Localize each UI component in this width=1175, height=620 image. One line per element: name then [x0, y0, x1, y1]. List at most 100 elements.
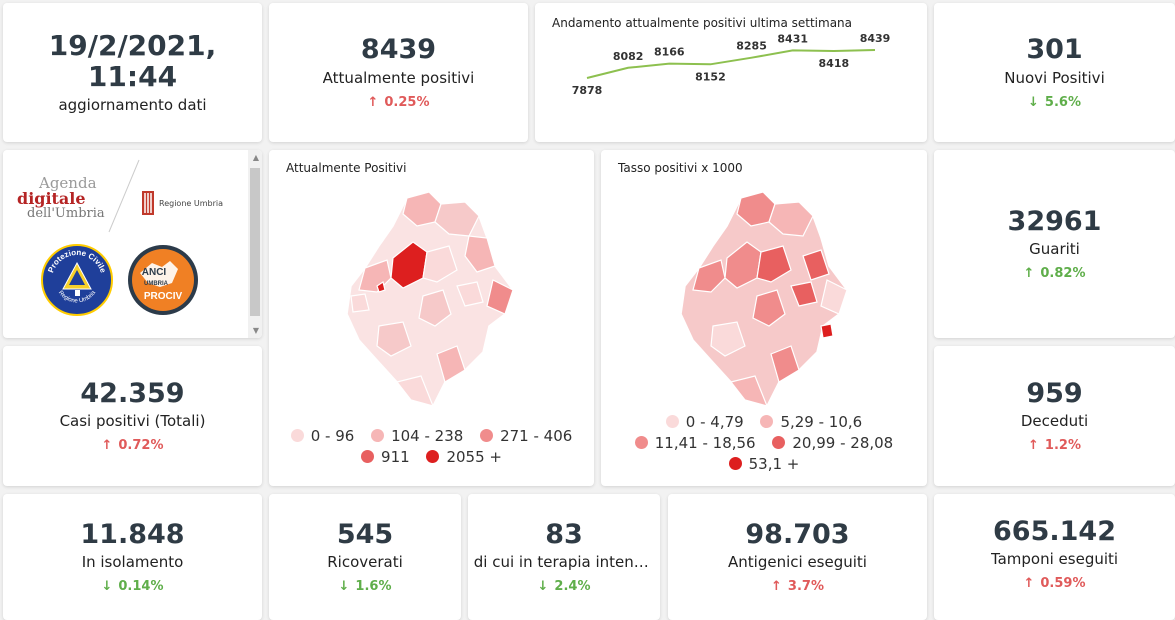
kpi-tamponi-eseguiti: 665.142 Tamponi eseguiti ↑ 0.59% [934, 494, 1175, 620]
arrow-down-icon: ↓ [338, 579, 350, 595]
legend-item: 11,41 - 18,56 [634, 433, 756, 454]
legend-swatch [728, 457, 742, 470]
map-tasso-positivi-card: Tasso positivi x 1000 0 - 4,79 5,29 - 10… [601, 150, 927, 486]
legend-label: 104 - 238 [391, 427, 464, 445]
agenda-digitale-logo: Agenda digitale dell'Umbria [17, 174, 105, 222]
prociv-text: PROCIV [144, 291, 183, 302]
arrow-down-icon: ↓ [101, 579, 113, 595]
logo-divider [108, 159, 140, 233]
kpi-deceduti: 959 Deceduti ↑ 1.2% [934, 346, 1175, 486]
legend-item: 2055 + [426, 447, 502, 468]
trend-data-label: 8285 [736, 40, 767, 53]
legend-label: 5,29 - 10,6 [780, 413, 863, 431]
kpi-label: Guariti [1029, 240, 1080, 259]
legend-item: 20,99 - 28,08 [772, 433, 893, 454]
legend-swatch [290, 429, 304, 442]
scrollbar-thumb[interactable] [250, 168, 260, 316]
trend-data-label: 7878 [572, 84, 603, 97]
umbria-rate-choropleth-map[interactable] [671, 186, 871, 416]
kpi-label: di cui in terapia intensiva [473, 553, 655, 572]
kpi-delta: ↑ 0.25% [367, 95, 429, 110]
kpi-value: 545 [336, 518, 394, 550]
last-update-card: 19/2/2021, 11:44 aggiornamento dati [3, 3, 262, 142]
agenda-text: Agenda [39, 174, 97, 192]
legend-swatch [772, 436, 786, 449]
trend-data-label: 8166 [654, 46, 685, 59]
legend-swatch [480, 429, 494, 442]
kpi-value: 959 [1026, 377, 1083, 409]
legend-item: 0 - 4,79 [665, 412, 744, 433]
arrow-up-icon: ↑ [1023, 576, 1035, 592]
regione-emblem-icon [142, 191, 154, 215]
trend-data-label: 8431 [777, 32, 808, 45]
update-label: aggiornamento dati [58, 96, 207, 115]
kpi-label: In isolamento [81, 553, 184, 572]
kpi-terapia-intensiva: 83 di cui in terapia intensiva ↓ 2.4% [468, 494, 660, 620]
kpi-label: Deceduti [1020, 412, 1089, 431]
map-legend: 0 - 4,79 5,29 - 10,6 11,41 - 18,56 20,99… [601, 412, 927, 475]
kpi-value: 11.848 [80, 518, 185, 550]
kpi-value: 8439 [360, 34, 437, 66]
map-title: Attualmente Positivi [286, 161, 407, 175]
legend-item: 5,29 - 10,6 [760, 412, 862, 433]
delta-value: 5.6% [1044, 94, 1081, 110]
legend-label: 271 - 406 [500, 427, 573, 445]
umbria-anci-text: UMBRIA [144, 281, 169, 287]
trend-series-line [586, 49, 876, 79]
umbria-choropleth-map[interactable] [337, 186, 537, 416]
delta-value: 0.25% [384, 94, 430, 110]
delta-value: 0.72% [118, 438, 164, 454]
arrow-down-icon: ↓ [537, 579, 549, 595]
delta-value: 0.14% [118, 579, 164, 595]
delta-value: 2.4% [554, 579, 591, 595]
legend-swatch [371, 429, 385, 442]
kpi-label: Nuovi Positivi [1004, 68, 1105, 87]
regione-umbria-logo: Regione Umbria [141, 190, 223, 216]
legend-item: 0 - 96 [290, 426, 354, 447]
kpi-delta: ↓ 2.4% [538, 579, 591, 594]
delta-value: 0.59% [1040, 576, 1086, 592]
legend-swatch [361, 450, 375, 463]
map-title: Tasso positivi x 1000 [618, 161, 743, 175]
trend-data-label: 8082 [613, 50, 644, 63]
protezione-civile-logo: Protezione Civile Regione Umbria [41, 244, 113, 316]
delta-value: 3.7% [787, 579, 824, 595]
map-legend: 0 - 96 104 - 238 271 - 406 911 2055 + [269, 426, 594, 468]
kpi-label: Casi positivi (Totali) [59, 412, 206, 431]
kpi-delta: ↑ 1.2% [1028, 438, 1081, 453]
digitale-text: digitale [17, 189, 86, 208]
kpi-ricoverati: 545 Ricoverati ↓ 1.6% [269, 494, 461, 620]
kpi-casi-positivi-totali: 42.359 Casi positivi (Totali) ↑ 0.72% [3, 346, 262, 486]
kpi-delta: ↓ 1.6% [339, 579, 392, 594]
kpi-label: Ricoverati [327, 553, 403, 572]
logos-scrollbar[interactable]: ▲ ▼ [248, 150, 262, 338]
arrow-up-icon: ↑ [367, 94, 379, 110]
arrow-up-icon: ↑ [1028, 438, 1039, 454]
legend-swatch [665, 415, 679, 428]
delta-value: 0.82% [1040, 266, 1086, 282]
scroll-down-arrow-icon[interactable]: ▼ [252, 326, 259, 335]
trend-data-label: 8439 [860, 32, 891, 45]
legend-item: 104 - 238 [371, 426, 463, 447]
logos-card: Agenda digitale dell'Umbria Regione Umbr… [3, 150, 262, 338]
map-attualmente-positivi-card: Attualmente Positivi 0 - 96 104 - 238 27… [269, 150, 594, 486]
kpi-delta: ↓ 5.6% [1028, 95, 1081, 110]
kpi-in-isolamento: 11.848 In isolamento ↓ 0.14% [3, 494, 262, 620]
trend-line-chart: 7878 8082 8166 8152 8285 8431 8418 8439 [572, 32, 891, 97]
trend-data-label: 8152 [695, 70, 726, 83]
kpi-attualmente-positivi: 8439 Attualmente positivi ↑ 0.25% [269, 3, 528, 142]
legend-label: 53,1 + [748, 455, 800, 473]
trend-chart-card: Andamento attualmente positivi ultima se… [535, 3, 927, 142]
kpi-delta: ↑ 0.59% [1023, 576, 1085, 591]
kpi-label: Attualmente positivi [322, 68, 475, 87]
legend-item: 53,1 + [728, 454, 800, 475]
regione-text: Regione Umbria [159, 198, 223, 208]
legend-swatch [426, 450, 440, 463]
arrow-down-icon: ↓ [1028, 94, 1039, 110]
kpi-antigenici-eseguiti: 98.703 Antigenici eseguiti ↑ 3.7% [668, 494, 927, 620]
anci-text: ANCI [142, 267, 167, 278]
delta-value: 1.6% [355, 579, 392, 595]
legend-label: 0 - 4,79 [685, 413, 744, 431]
scroll-up-arrow-icon[interactable]: ▲ [252, 153, 259, 162]
kpi-delta: ↑ 0.82% [1023, 266, 1085, 281]
